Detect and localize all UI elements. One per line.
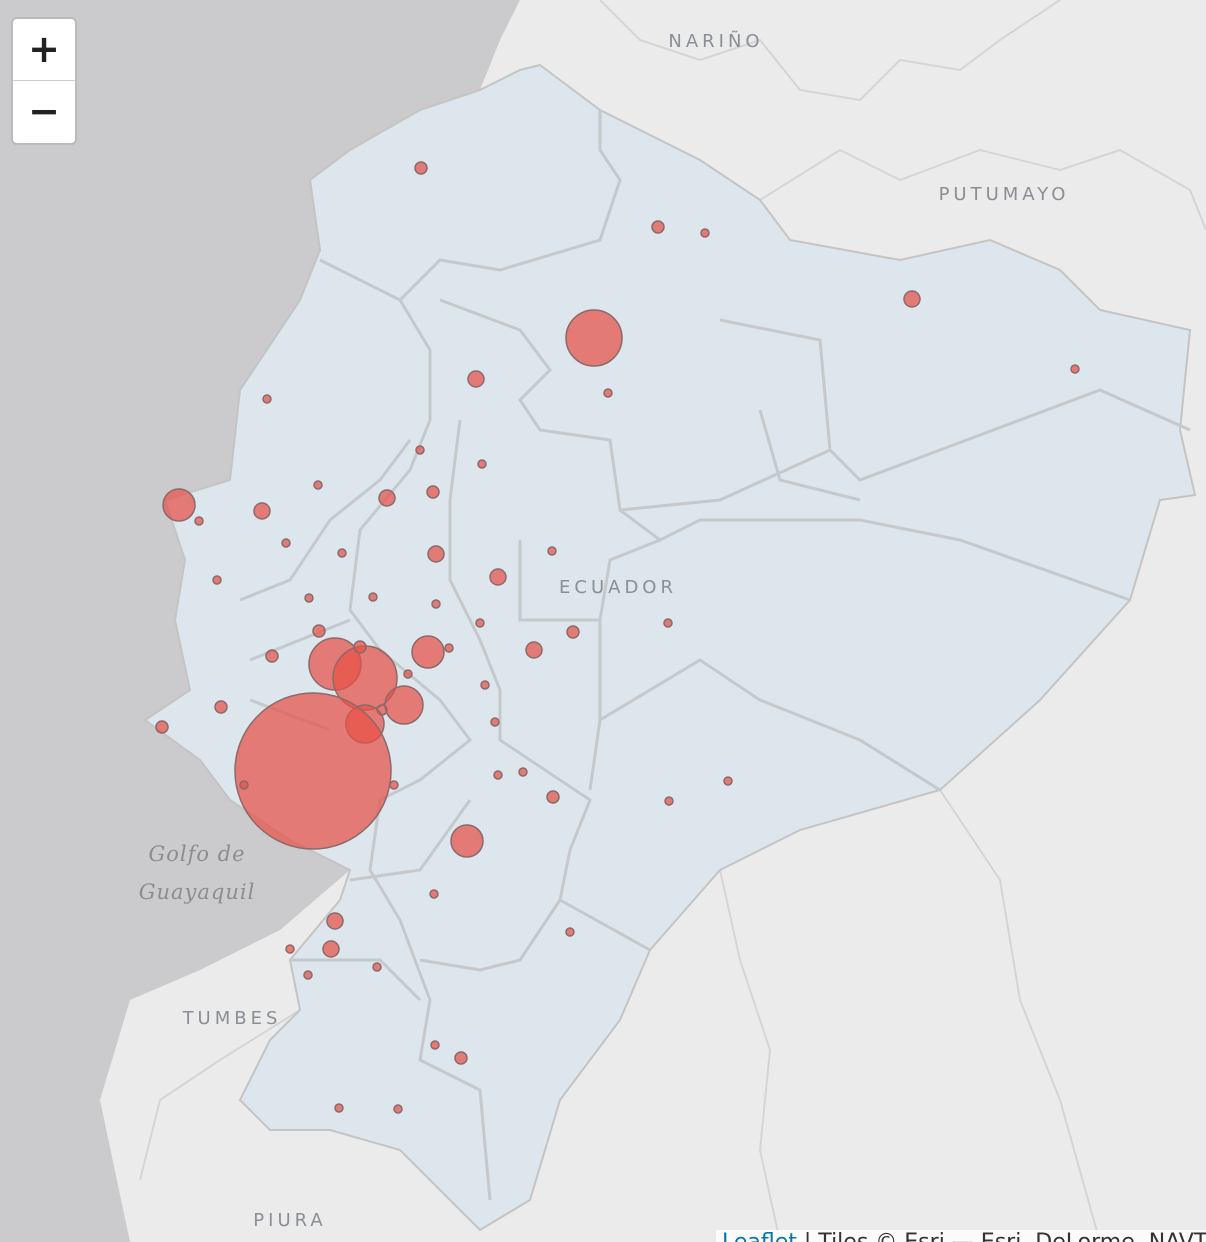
bubble[interactable] xyxy=(723,776,733,786)
bubble[interactable] xyxy=(565,309,623,367)
bubble[interactable] xyxy=(546,790,560,804)
border xyxy=(518,538,941,792)
bubble[interactable] xyxy=(194,516,204,526)
bubble[interactable] xyxy=(312,624,326,638)
attribution-link[interactable]: Leaflet xyxy=(722,1230,797,1242)
bubble[interactable] xyxy=(322,940,340,958)
zoom-out-button[interactable]: − xyxy=(28,89,60,133)
bubble[interactable] xyxy=(334,1103,344,1113)
bubble[interactable] xyxy=(663,618,673,628)
bubble[interactable] xyxy=(304,593,314,603)
bubble[interactable] xyxy=(477,459,487,469)
bubble[interactable] xyxy=(389,780,399,790)
bubble[interactable] xyxy=(480,680,490,690)
place-label: ECUADOR xyxy=(559,577,677,598)
bubble[interactable] xyxy=(285,944,295,954)
bubble[interactable] xyxy=(384,685,424,725)
border xyxy=(319,110,622,302)
border xyxy=(759,148,1206,231)
bubble[interactable] xyxy=(490,717,500,727)
ocean xyxy=(0,0,520,1242)
bubble[interactable] xyxy=(212,575,222,585)
bubble[interactable] xyxy=(411,635,445,669)
place-label: NARIÑO xyxy=(668,30,763,52)
bubble[interactable] xyxy=(253,502,271,520)
bubble[interactable] xyxy=(475,618,485,628)
bubble[interactable] xyxy=(903,290,921,308)
border xyxy=(599,0,1061,102)
bubble[interactable] xyxy=(431,599,441,609)
bubble[interactable] xyxy=(265,649,279,663)
bubble[interactable] xyxy=(525,641,543,659)
border xyxy=(139,1009,301,1181)
bubble[interactable] xyxy=(450,824,484,858)
bubble[interactable] xyxy=(415,445,425,455)
border xyxy=(719,869,781,1242)
bubble[interactable] xyxy=(403,669,413,679)
bubble[interactable] xyxy=(303,970,313,980)
place-label: TUMBES xyxy=(182,1008,282,1029)
bubble[interactable] xyxy=(547,546,557,556)
bubble[interactable] xyxy=(518,767,528,777)
neighbor-borders xyxy=(139,0,1206,1242)
bubble[interactable] xyxy=(489,568,507,586)
border xyxy=(619,508,1131,602)
bubble[interactable] xyxy=(454,1051,468,1065)
water-label: Golfo de xyxy=(148,842,245,866)
place-label: PUTUMAYO xyxy=(939,184,1070,205)
bubble[interactable] xyxy=(337,548,347,558)
water-label: Guayaquil xyxy=(139,880,256,904)
bubble[interactable] xyxy=(368,592,378,602)
zoom-in-button[interactable]: + xyxy=(13,19,75,81)
place-label: PIURA xyxy=(253,1210,326,1231)
bubble[interactable] xyxy=(372,962,382,972)
bubble[interactable] xyxy=(214,700,228,714)
bubble[interactable] xyxy=(393,1104,403,1114)
bubble[interactable] xyxy=(603,388,613,398)
province-borders xyxy=(239,110,1191,1201)
bubbles xyxy=(155,161,1080,1114)
bubble[interactable] xyxy=(162,488,196,522)
bubble[interactable] xyxy=(239,780,249,790)
border xyxy=(719,318,861,502)
bubble[interactable] xyxy=(281,538,291,548)
border xyxy=(419,419,592,972)
bubble[interactable] xyxy=(378,489,396,507)
bubble[interactable] xyxy=(664,796,674,806)
bubble[interactable] xyxy=(427,545,445,563)
bubble[interactable] xyxy=(493,770,503,780)
bubble[interactable] xyxy=(326,912,344,930)
bubble[interactable] xyxy=(262,394,272,404)
bubble[interactable] xyxy=(430,1040,440,1050)
bubble[interactable] xyxy=(444,643,454,653)
bubble[interactable] xyxy=(565,927,575,937)
bubble[interactable] xyxy=(313,480,323,490)
bubble[interactable] xyxy=(700,228,710,238)
attribution: Leaflet | Tiles © Esri — Esri, DeLorme, … xyxy=(716,1230,1206,1242)
border xyxy=(290,799,651,1002)
bubble[interactable] xyxy=(1070,364,1080,374)
bubble[interactable] xyxy=(234,692,392,850)
zoom-control: + − xyxy=(11,17,77,145)
bubble[interactable] xyxy=(467,370,485,388)
bubble[interactable] xyxy=(414,161,428,175)
bubble[interactable] xyxy=(651,220,665,234)
attribution-text: | Tiles © Esri — Esri, DeLorme, NAVTEQ xyxy=(804,1230,1206,1242)
bubble[interactable] xyxy=(426,485,440,499)
bubble[interactable] xyxy=(353,640,367,654)
bubble[interactable] xyxy=(155,720,169,734)
bubble[interactable] xyxy=(429,889,439,899)
border xyxy=(939,789,1101,1242)
bubble[interactable] xyxy=(566,625,580,639)
